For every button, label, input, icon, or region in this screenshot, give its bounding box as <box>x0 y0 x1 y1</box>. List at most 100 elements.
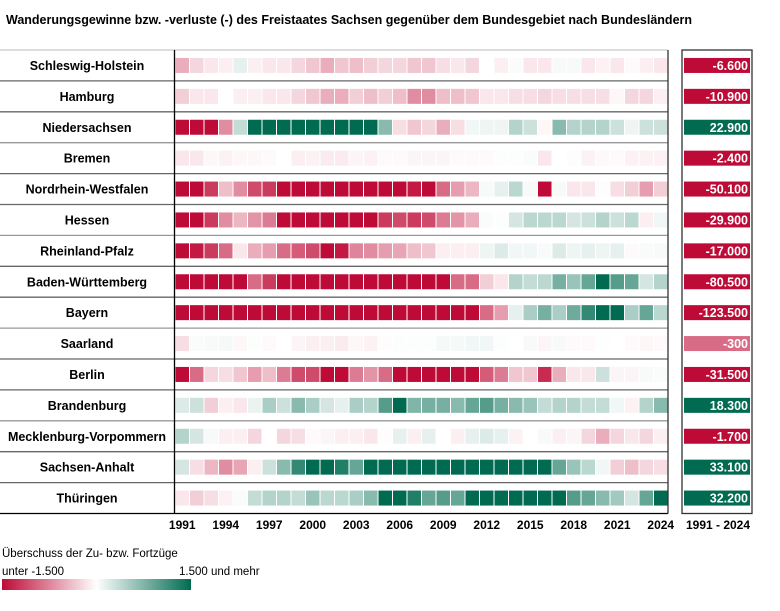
heatmap-cell <box>581 336 595 352</box>
total-value: -17.000 <box>706 244 748 258</box>
heatmap-cell <box>335 212 349 228</box>
heatmap-cell <box>262 150 276 166</box>
heatmap-cell <box>378 397 392 413</box>
heatmap-cell <box>436 336 450 352</box>
heatmap-cell <box>277 243 291 259</box>
heatmap-cell <box>320 397 334 413</box>
heatmap-cell <box>349 119 363 135</box>
heatmap-cell <box>494 88 508 104</box>
heatmap-cell <box>262 119 276 135</box>
heatmap-cell <box>523 397 537 413</box>
heatmap-cell <box>639 119 653 135</box>
heatmap-cell <box>407 243 421 259</box>
heatmap-row: Schleswig-Holstein <box>0 57 668 82</box>
heatmap-cell <box>567 150 581 166</box>
heatmap-row: Bremen <box>0 150 668 175</box>
row-label: Bremen <box>64 152 111 166</box>
heatmap-cell <box>538 305 552 321</box>
heatmap-cell <box>654 212 668 228</box>
heatmap-cell <box>436 181 450 197</box>
heatmap-cell <box>523 150 537 166</box>
heatmap-cell <box>291 57 305 73</box>
heatmap-cell <box>436 150 450 166</box>
heatmap-cell <box>175 150 189 166</box>
heatmap-cell <box>349 459 363 475</box>
heatmap-cell <box>465 459 479 475</box>
row-label: Bayern <box>66 306 108 320</box>
heatmap-cell <box>451 88 465 104</box>
heatmap-cell <box>654 428 668 444</box>
heatmap-cell <box>175 366 189 382</box>
heatmap-cell <box>436 459 450 475</box>
heatmap-cell <box>320 119 334 135</box>
heatmap-cell <box>407 305 421 321</box>
heatmap-cell <box>204 305 218 321</box>
heatmap-cell <box>436 88 450 104</box>
heatmap-cell <box>262 366 276 382</box>
heatmap-cell <box>523 305 537 321</box>
heatmap-cell <box>320 305 334 321</box>
heatmap-cell <box>233 88 247 104</box>
heatmap-cell <box>175 459 189 475</box>
heatmap-cell <box>596 397 610 413</box>
heatmap-cell <box>451 57 465 73</box>
heatmap-cell <box>291 243 305 259</box>
heatmap-cell <box>451 305 465 321</box>
heatmap-cell <box>610 366 624 382</box>
heatmap-cell <box>625 459 639 475</box>
heatmap-cell <box>465 150 479 166</box>
total-bar <box>684 150 750 166</box>
heatmap-cell <box>175 428 189 444</box>
heatmap-cell <box>480 336 494 352</box>
heatmap-cell <box>277 428 291 444</box>
heatmap-row: Berlin <box>0 366 668 391</box>
heatmap-cell <box>291 88 305 104</box>
heatmap-cell <box>523 274 537 290</box>
heatmap-cell <box>625 243 639 259</box>
heatmap-cell <box>581 428 595 444</box>
heatmap-cell <box>364 366 378 382</box>
heatmap-cell <box>393 88 407 104</box>
heatmap-cell <box>407 212 421 228</box>
heatmap-cell <box>538 150 552 166</box>
heatmap-cell <box>393 305 407 321</box>
heatmap-cell <box>538 243 552 259</box>
heatmap-cell <box>639 243 653 259</box>
heatmap-cell <box>306 57 320 73</box>
heatmap-cell <box>204 459 218 475</box>
heatmap-cell <box>625 150 639 166</box>
heatmap-cell <box>233 150 247 166</box>
heatmap-cell <box>248 459 262 475</box>
heatmap-cell <box>523 181 537 197</box>
heatmap-cell <box>306 150 320 166</box>
heatmap-cell <box>509 336 523 352</box>
total-bar <box>684 366 750 382</box>
heatmap-cell <box>175 119 189 135</box>
heatmap-cell <box>320 57 334 73</box>
heatmap-cell <box>451 490 465 506</box>
heatmap-cell <box>494 274 508 290</box>
heatmap-cell <box>581 366 595 382</box>
heatmap-cell <box>204 150 218 166</box>
heatmap-cell <box>219 305 233 321</box>
heatmap-cell <box>320 150 334 166</box>
heatmap-cell <box>219 88 233 104</box>
heatmap-cell <box>654 336 668 352</box>
heatmap-cell <box>451 397 465 413</box>
heatmap-cell <box>407 274 421 290</box>
heatmap-cell <box>190 459 204 475</box>
heatmap-cell <box>509 212 523 228</box>
heatmap-cell <box>219 274 233 290</box>
heatmap-cell <box>219 490 233 506</box>
heatmap-cell <box>364 459 378 475</box>
heatmap-cell <box>494 181 508 197</box>
heatmap-cell <box>364 57 378 73</box>
row-label: Nordrhein-Westfalen <box>26 183 149 197</box>
heatmap-cell <box>277 336 291 352</box>
heatmap-cell <box>654 490 668 506</box>
heatmap-cell <box>625 397 639 413</box>
heatmap-cell <box>494 459 508 475</box>
heatmap-cell <box>654 243 668 259</box>
heatmap-cell <box>306 428 320 444</box>
heatmap-cell <box>610 490 624 506</box>
